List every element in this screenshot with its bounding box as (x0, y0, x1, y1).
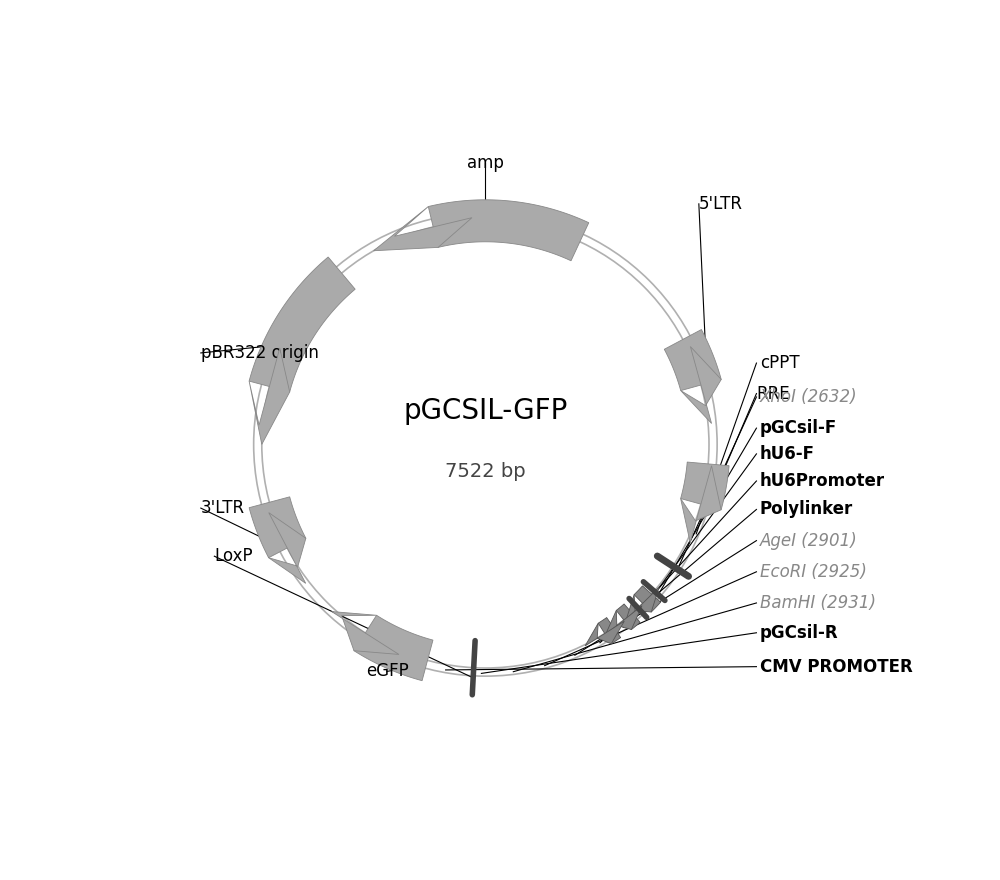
Text: BamHI (2931): BamHI (2931) (760, 594, 876, 612)
Polygon shape (681, 347, 721, 423)
Text: CMV PROMOTER: CMV PROMOTER (760, 657, 913, 676)
Polygon shape (598, 618, 621, 644)
Polygon shape (634, 586, 661, 612)
Text: pGCSIL-GFP: pGCSIL-GFP (403, 397, 568, 424)
Polygon shape (626, 587, 659, 620)
Polygon shape (664, 330, 721, 391)
Text: RRE: RRE (756, 385, 790, 402)
Text: hU6-F: hU6-F (760, 445, 815, 463)
Polygon shape (249, 497, 306, 558)
Text: pGCsil-R: pGCsil-R (760, 624, 838, 642)
Text: eGFP: eGFP (366, 663, 409, 680)
Text: pGCsil-F: pGCsil-F (760, 419, 837, 437)
Text: Polylinker: Polylinker (760, 501, 853, 518)
Polygon shape (249, 257, 355, 392)
Polygon shape (354, 615, 433, 680)
Text: AgeI (2901): AgeI (2901) (760, 532, 858, 550)
Polygon shape (249, 348, 290, 444)
Polygon shape (428, 200, 589, 260)
Text: pBR322 origin: pBR322 origin (201, 344, 319, 362)
Text: 7522 bp: 7522 bp (445, 462, 526, 481)
Text: 5'LTR: 5'LTR (699, 194, 743, 213)
Text: XhoI (2632): XhoI (2632) (760, 388, 857, 406)
Text: amp: amp (467, 154, 504, 172)
Text: cPPT: cPPT (760, 354, 799, 372)
Polygon shape (606, 605, 642, 634)
Text: hU6Promoter: hU6Promoter (760, 472, 885, 490)
Polygon shape (616, 604, 640, 629)
Polygon shape (269, 513, 306, 583)
Polygon shape (332, 612, 399, 655)
Text: 3'LTR: 3'LTR (201, 499, 245, 517)
Polygon shape (681, 466, 721, 543)
Polygon shape (681, 462, 729, 510)
Polygon shape (585, 621, 624, 646)
Text: EcoRI (2925): EcoRI (2925) (760, 563, 867, 581)
Polygon shape (374, 207, 472, 251)
Text: LoxP: LoxP (214, 547, 253, 565)
